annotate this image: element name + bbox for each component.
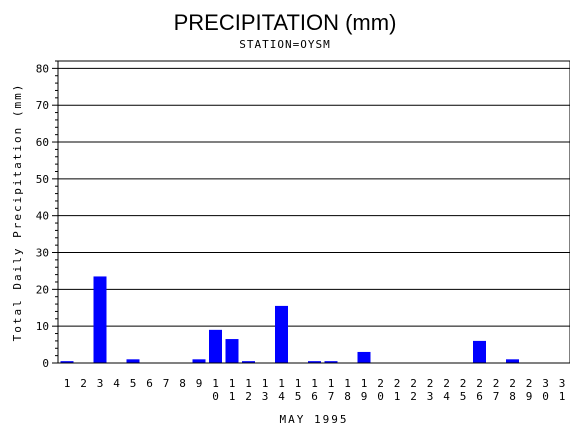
- bar-day-26: [473, 340, 486, 363]
- chart-subtitle: STATION=OYSM: [239, 38, 330, 51]
- y-ticks: 0 10 20 30 40 50 60 70 80: [36, 60, 58, 370]
- y-tick-label: 30: [36, 247, 49, 260]
- bar-day-3: [93, 276, 107, 363]
- bar-day-5: [126, 359, 140, 363]
- grid-lines: [58, 67, 570, 327]
- bar-day-28: [506, 359, 519, 363]
- bar-day-9: [192, 359, 206, 363]
- y-tick-label: 50: [36, 173, 49, 186]
- y-tick-label: 70: [36, 99, 49, 112]
- x-tick-label: 8: [179, 377, 186, 390]
- bar-day-17: [324, 361, 338, 363]
- y-axis-label: Total Daily Precipitation (mm): [11, 83, 24, 342]
- x-tick-label: 7: [163, 377, 170, 390]
- y-tick-label: 10: [36, 320, 49, 333]
- y-tick-label: 0: [42, 357, 49, 370]
- x-tick-label: 3: [97, 377, 104, 390]
- bar-day-14: [275, 305, 288, 363]
- x-tick-label: 5: [130, 377, 137, 390]
- x-tick-label: 1: [64, 377, 71, 390]
- x-tick-label: 2: [80, 377, 87, 390]
- bar-day-12: [242, 361, 255, 363]
- plot-frame: [57, 60, 570, 364]
- bar-day-19: [357, 351, 371, 363]
- y-tick-label: 60: [36, 136, 49, 149]
- y-tick-label: 80: [36, 62, 49, 75]
- chart-title: PRECIPITATION (mm): [174, 10, 397, 35]
- y-tick-label: 40: [36, 210, 49, 223]
- bar-day-1: [60, 361, 74, 363]
- bars-group: [60, 276, 519, 363]
- bar-day-10: [209, 329, 222, 363]
- bar-day-16: [308, 361, 321, 363]
- x-tick-label: 4: [113, 377, 120, 390]
- x-tick-label: 9: [196, 377, 203, 390]
- y-tick-label: 20: [36, 283, 49, 296]
- x-tick-label: 6: [146, 377, 153, 390]
- x-ticks: 1 2 3 4 5 6 7 8 9 1 01 11 21 31 41 51 61 71 81 92 02 12 22 32 42…: [64, 377, 566, 403]
- bar-day-11: [225, 339, 239, 363]
- x-axis-label: MAY 1995: [280, 413, 349, 426]
